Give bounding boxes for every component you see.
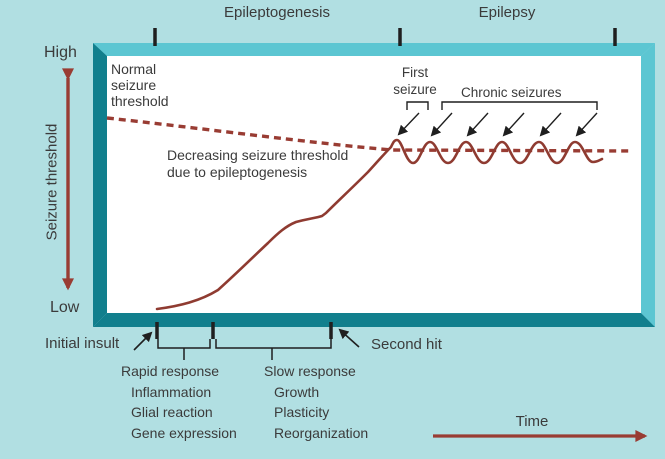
normal-threshold-line-3: threshold xyxy=(111,93,169,109)
phase-label-epilepsy: Epilepsy xyxy=(478,4,536,21)
slow-response-block: Slow response Growth Plasticity Reorgani… xyxy=(264,361,368,443)
first-seizure-line-1: First xyxy=(401,65,429,80)
chronic-seizure-arrow xyxy=(539,112,562,137)
initial-insult-label: Initial insult xyxy=(45,335,120,352)
frame-right xyxy=(641,43,655,327)
chronic-seizure-arrow xyxy=(575,112,598,137)
frame-top xyxy=(93,43,655,56)
second-hit-arrow xyxy=(338,328,360,348)
first-seizure-arrow xyxy=(397,112,420,136)
x-axis-time-label: Time xyxy=(515,413,549,430)
slow-response-bracket xyxy=(215,339,332,360)
rapid-response-title: Rapid response xyxy=(121,363,220,379)
slow-response-title: Slow response xyxy=(264,363,356,379)
y-axis-low-label: Low xyxy=(50,299,80,316)
first-seizure-label: First seizure xyxy=(385,64,445,98)
chronic-seizures-bracket xyxy=(441,101,598,110)
slow-response-item: Plasticity xyxy=(274,404,330,420)
y-axis-title: Seizure threshold xyxy=(43,123,61,241)
rapid-response-block: Rapid response Inflammation Glial reacti… xyxy=(121,361,237,443)
seizure-arrows xyxy=(397,112,598,137)
initial-insult-arrow xyxy=(133,331,153,351)
chronic-seizure-arrow xyxy=(466,112,489,137)
rapid-response-bracket xyxy=(157,339,211,360)
normal-threshold-label: Normal seizure threshold xyxy=(111,61,169,109)
normal-threshold-line-2: seizure xyxy=(111,77,157,93)
slow-response-item: Growth xyxy=(274,383,320,400)
frame-bottom xyxy=(93,313,655,327)
first-seizure-line-2: seizure xyxy=(393,82,437,97)
rapid-response-item: Gene expression xyxy=(131,424,237,441)
normal-threshold-line-1: Normal xyxy=(111,61,157,77)
event-ticks xyxy=(155,322,333,339)
timeline-ticks xyxy=(153,28,617,46)
chronic-seizure-arrow xyxy=(502,112,525,137)
decreasing-threshold-label: Decreasing seizure threshold due to epil… xyxy=(167,147,348,181)
rapid-response-item: Glial reaction xyxy=(131,404,213,420)
chronic-seizures-label: Chronic seizures xyxy=(461,85,562,100)
seizure-threshold-curve xyxy=(155,138,604,311)
normal-threshold-dashed-line xyxy=(106,116,634,153)
y-axis-high-label: High xyxy=(44,44,77,61)
rapid-response-item: Inflammation xyxy=(131,383,212,400)
slow-response-item: Reorganization xyxy=(274,424,369,441)
chronic-seizure-arrow xyxy=(430,112,453,137)
frame-left xyxy=(93,43,107,327)
decreasing-threshold-line-2: due to epileptogenesis xyxy=(167,164,308,180)
decreasing-threshold-line-1: Decreasing seizure threshold xyxy=(167,147,349,163)
phase-label-epileptogenesis: Epileptogenesis xyxy=(224,4,330,21)
plot-area xyxy=(107,56,641,313)
first-seizure-bracket xyxy=(406,101,429,110)
second-hit-label: Second hit xyxy=(371,336,442,353)
